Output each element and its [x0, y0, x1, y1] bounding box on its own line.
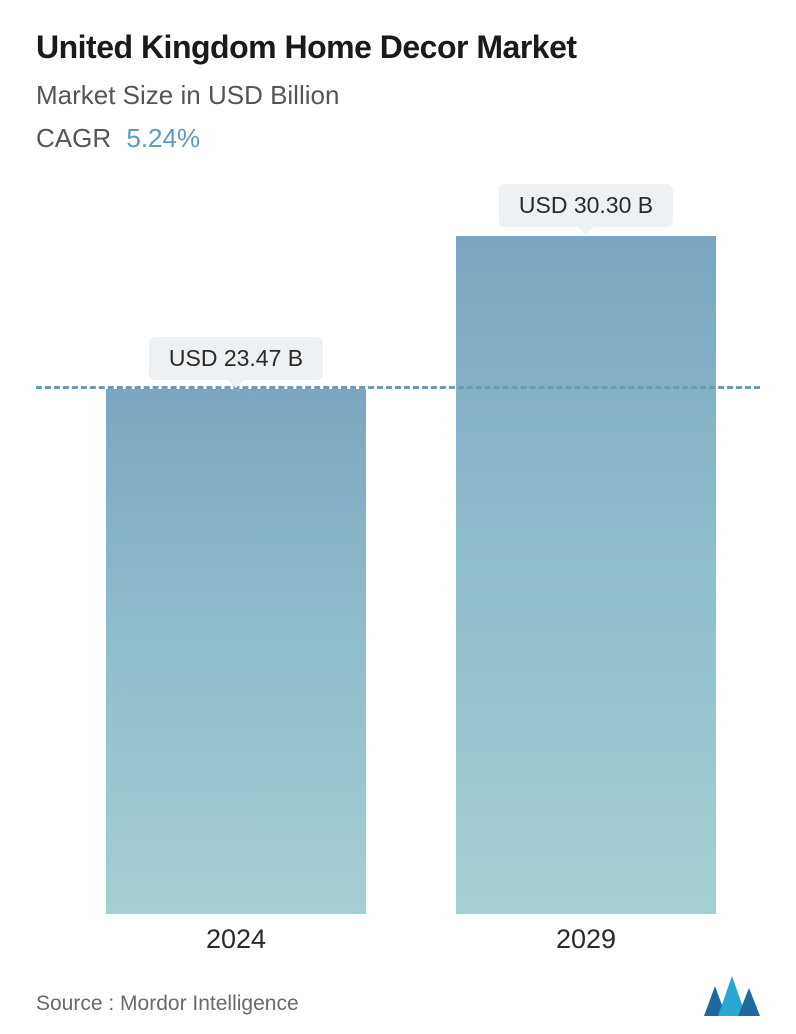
reference-dashed-line: [36, 386, 760, 389]
cagr-row: CAGR 5.24%: [36, 123, 760, 154]
value-badge-2024: USD 23.47 B: [149, 337, 323, 380]
chart-footer: Source : Mordor Intelligence: [36, 976, 760, 1016]
x-label-2029: 2029: [556, 924, 616, 955]
bar-2024: USD 23.47 B: [106, 389, 366, 914]
chart-title: United Kingdom Home Decor Market: [36, 28, 760, 66]
source-text: Source : Mordor Intelligence: [36, 992, 299, 1016]
chart-header: United Kingdom Home Decor Market Market …: [0, 0, 796, 154]
bar-2029: USD 30.30 B: [456, 236, 716, 914]
mordor-logo-icon: [704, 976, 760, 1016]
bar-fill: [106, 389, 366, 914]
x-label-2024: 2024: [206, 924, 266, 955]
value-badge-2029: USD 30.30 B: [499, 184, 673, 227]
x-axis-labels: 2024 2029: [36, 924, 760, 964]
bar-fill: [456, 236, 716, 914]
chart-subtitle: Market Size in USD Billion: [36, 80, 760, 111]
chart-area: USD 23.47 B USD 30.30 B: [36, 220, 760, 914]
cagr-label: CAGR: [36, 123, 111, 153]
cagr-value: 5.24%: [126, 123, 200, 153]
